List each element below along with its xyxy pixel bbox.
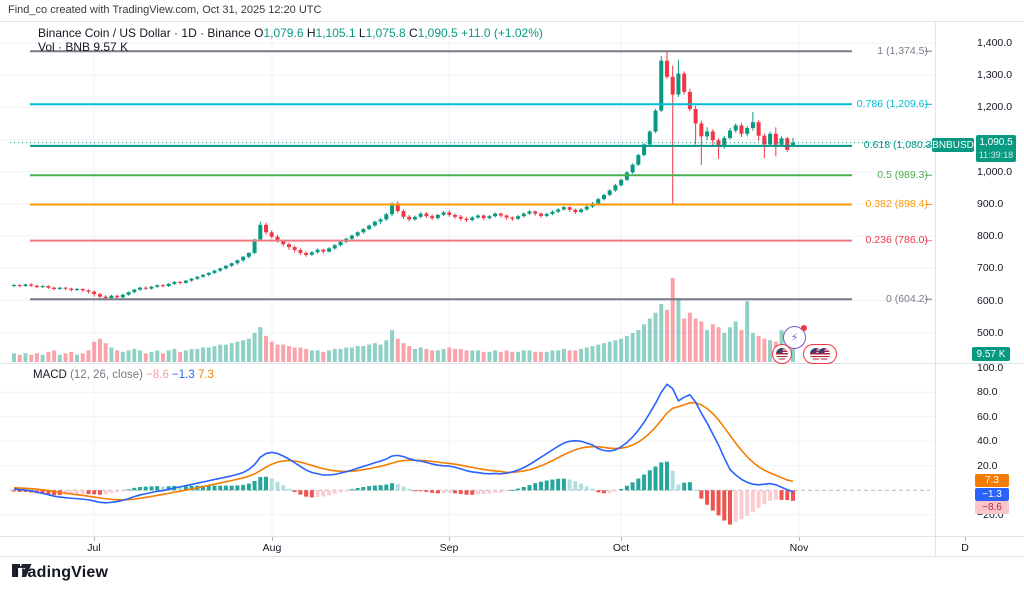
zap-icon: ⚡ xyxy=(790,332,799,344)
time-tickmark xyxy=(621,537,622,541)
time-tickmark xyxy=(799,537,800,541)
ohlc-close-value: 1,090.5 xyxy=(417,26,458,40)
price-axis-border xyxy=(935,21,936,556)
ohlc-open-label: O xyxy=(254,26,264,40)
notification-dot xyxy=(801,325,807,331)
macd-params: (12, 26, close) xyxy=(70,369,143,381)
time-tick-label: D xyxy=(961,542,969,554)
last-price-value: 1,090.5 xyxy=(979,136,1013,148)
price-tick-label: 1,200.0 xyxy=(977,101,1013,114)
time-tick-label: Aug xyxy=(262,542,282,554)
time-tickmark xyxy=(272,537,273,541)
ohlc-high-value: 1,105.1 xyxy=(315,26,356,40)
time-tickmark xyxy=(449,537,450,541)
fib-label-0.618[interactable]: 0.618 (1,080.3) xyxy=(863,139,935,152)
time-tick-label: Sep xyxy=(439,542,459,554)
pane-separator[interactable] xyxy=(0,363,1024,364)
macd-hist-value: −8.6 xyxy=(146,369,169,381)
footer-border xyxy=(0,556,1024,557)
attribution-text: Find_co created with TradingView.com, Oc… xyxy=(8,4,322,16)
time-tick-label: Oct xyxy=(612,542,630,554)
volume-legend: Vol · BNB 9.57 K xyxy=(38,40,128,54)
us-flag-icon xyxy=(818,348,830,360)
ohlc-low-label: L xyxy=(358,26,366,40)
fib-label-0.382[interactable]: 0.382 (898.4) xyxy=(865,197,928,210)
bar-countdown: 11:39:18 xyxy=(978,149,1014,160)
macd-line-value: −1.3 xyxy=(172,369,195,381)
last-price-badge: 1,090.5 11:39:18 xyxy=(976,135,1016,162)
time-axis-border xyxy=(0,536,1024,537)
volume-value: 9.57 K xyxy=(93,40,129,54)
macd-legend: MACD (12, 26, close) −8.6 −1.3 7.3 xyxy=(33,369,214,381)
time-tickmark xyxy=(965,537,966,541)
time-axis[interactable]: Jul Aug Sep Oct Nov D xyxy=(0,537,1024,556)
price-tick-label: 1,300.0 xyxy=(977,69,1013,82)
fib-label-0.5[interactable]: 0.5 (989.3) xyxy=(877,168,928,181)
fib-label-0.786[interactable]: 0.786 (1,209.6) xyxy=(856,97,928,110)
price-tick-label: 500.0 xyxy=(977,326,1004,339)
us-flag-reaction[interactable] xyxy=(772,344,792,364)
ohlc-high-label: H xyxy=(306,26,316,40)
symbol-legend: Binance Coin / US Dollar · 1D · Binance … xyxy=(38,26,543,40)
time-tick-label: Jul xyxy=(87,542,101,554)
tradingview-logo-text: TradingView xyxy=(12,564,109,581)
ohlc-close-label: C xyxy=(408,26,418,40)
fib-label-1[interactable]: 1 (1,374.5) xyxy=(877,44,928,57)
symbol-title[interactable]: Binance Coin / US Dollar · 1D · Binance xyxy=(38,26,251,40)
price-axis[interactable] xyxy=(935,21,1024,536)
tradingview-logo[interactable]: TradingView xyxy=(12,564,108,582)
macd-signal-value: 7.3 xyxy=(197,369,214,381)
ohlc-low-value: 1,075.8 xyxy=(365,26,406,40)
macd-tick-label: 100.0 xyxy=(977,361,1004,374)
zap-reaction-emoji[interactable]: ⚡ xyxy=(783,325,807,349)
macd-line-badge: −1.3 xyxy=(975,487,1009,501)
fib-label-0.236[interactable]: 0.236 (786.0) xyxy=(865,234,928,247)
volume-label: Vol · BNB xyxy=(38,40,91,54)
volume-axis-badge: 9.57 K xyxy=(972,347,1010,361)
time-tick-label: Nov xyxy=(789,542,809,554)
price-tick-label: 1,000.0 xyxy=(977,165,1013,178)
price-tick-label: 800.0 xyxy=(977,230,1004,243)
macd-tick-label: 60.0 xyxy=(977,410,998,423)
macd-tick-label: 40.0 xyxy=(977,435,998,448)
time-tickmark xyxy=(94,537,95,541)
macd-hist-badge: −8.6 xyxy=(975,500,1009,514)
change-value: +11.0 (+1.02%) xyxy=(461,26,543,40)
macd-title[interactable]: MACD xyxy=(33,369,67,381)
symbol-price-tag: BNBUSD xyxy=(932,138,974,152)
macd-tick-label: 80.0 xyxy=(977,386,998,399)
us-flag-reaction-group[interactable] xyxy=(803,344,837,364)
top-divider xyxy=(0,21,1024,22)
ohlc-open-value: 1,079.6 xyxy=(263,26,304,40)
tradingview-logo-icon xyxy=(12,564,32,577)
price-tick-label: 900.0 xyxy=(977,197,1004,210)
us-flag-icon xyxy=(776,348,788,360)
macd-tick-label: 20.0 xyxy=(977,459,998,472)
macd-signal-badge: 7.3 xyxy=(975,474,1009,487)
price-tick-label: 600.0 xyxy=(977,294,1004,307)
fib-label-0[interactable]: 0 (604.2) xyxy=(885,292,928,305)
price-tick-label: 1,400.0 xyxy=(977,37,1013,49)
price-tick-label: 700.0 xyxy=(977,262,1004,275)
